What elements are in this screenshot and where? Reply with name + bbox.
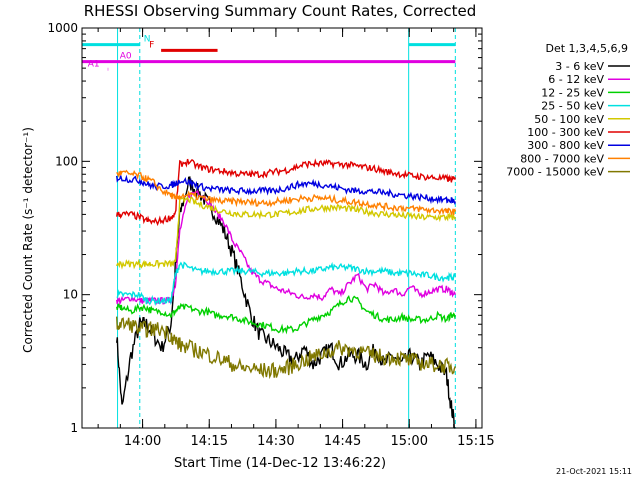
series-50-100 [116,195,456,270]
series-12-25 [116,295,456,335]
legend-label: 300 - 800 keV [527,139,604,152]
flag-label-a0: A0 [120,52,132,62]
y-tick-label: 10 [63,288,78,302]
legend-label: 6 - 12 keV [548,73,604,86]
y-tick-label: 1 [70,421,78,435]
legend-label: 7000 - 15000 keV [506,166,604,179]
legend-label: 3 - 6 keV [555,60,604,73]
legend-title: Det 1,3,4,5,6,9 [545,42,628,55]
series-25-50 [116,261,456,307]
x-tick-label: 14:45 [324,434,361,449]
series-300-800 [116,174,456,206]
legend-label: 100 - 300 keV [527,126,604,139]
chart-title: RHESSI Observing Summary Count Rates, Co… [84,2,477,20]
series-100-300 [116,158,456,227]
y-tick-label: 100 [55,154,78,168]
series-3-6 [116,176,456,429]
plot-area: NF A0 A1 [82,28,456,429]
legend-label: 50 - 100 keV [534,113,604,126]
y-axis-label: Corrected Count Rate (s⁻¹ detector⁻¹) [21,127,35,353]
y-tick-label: 1000 [47,21,78,35]
footer-date: 21-Oct-2021 15:11 [556,467,632,476]
series-7000-15000 [116,316,456,380]
x-tick-label: 14:30 [257,434,294,449]
x-tick-label: 14:15 [191,434,228,449]
plot-frame [81,27,483,429]
legend-label: 25 - 50 keV [541,100,604,113]
axes: 1 10 100 1000 14:00 14:15 14:30 14:45 15:00 15:15 [47,21,494,449]
flag-label-n: N [144,35,151,45]
series-800-7000 [116,169,456,216]
legend-label: 12 - 25 keV [541,86,604,99]
x-tick-label: 14:00 [124,434,161,449]
series-6-12 [116,189,456,306]
x-axis-label: Start Time (14-Dec-12 13:46:22) [174,456,386,471]
x-tick-label: 15:00 [391,434,428,449]
flag-label-a1: A1 [88,59,100,69]
flag-label-f: F [149,40,154,50]
x-tick-label: 15:15 [457,434,494,449]
legend-label: 800 - 7000 keV [520,152,604,165]
